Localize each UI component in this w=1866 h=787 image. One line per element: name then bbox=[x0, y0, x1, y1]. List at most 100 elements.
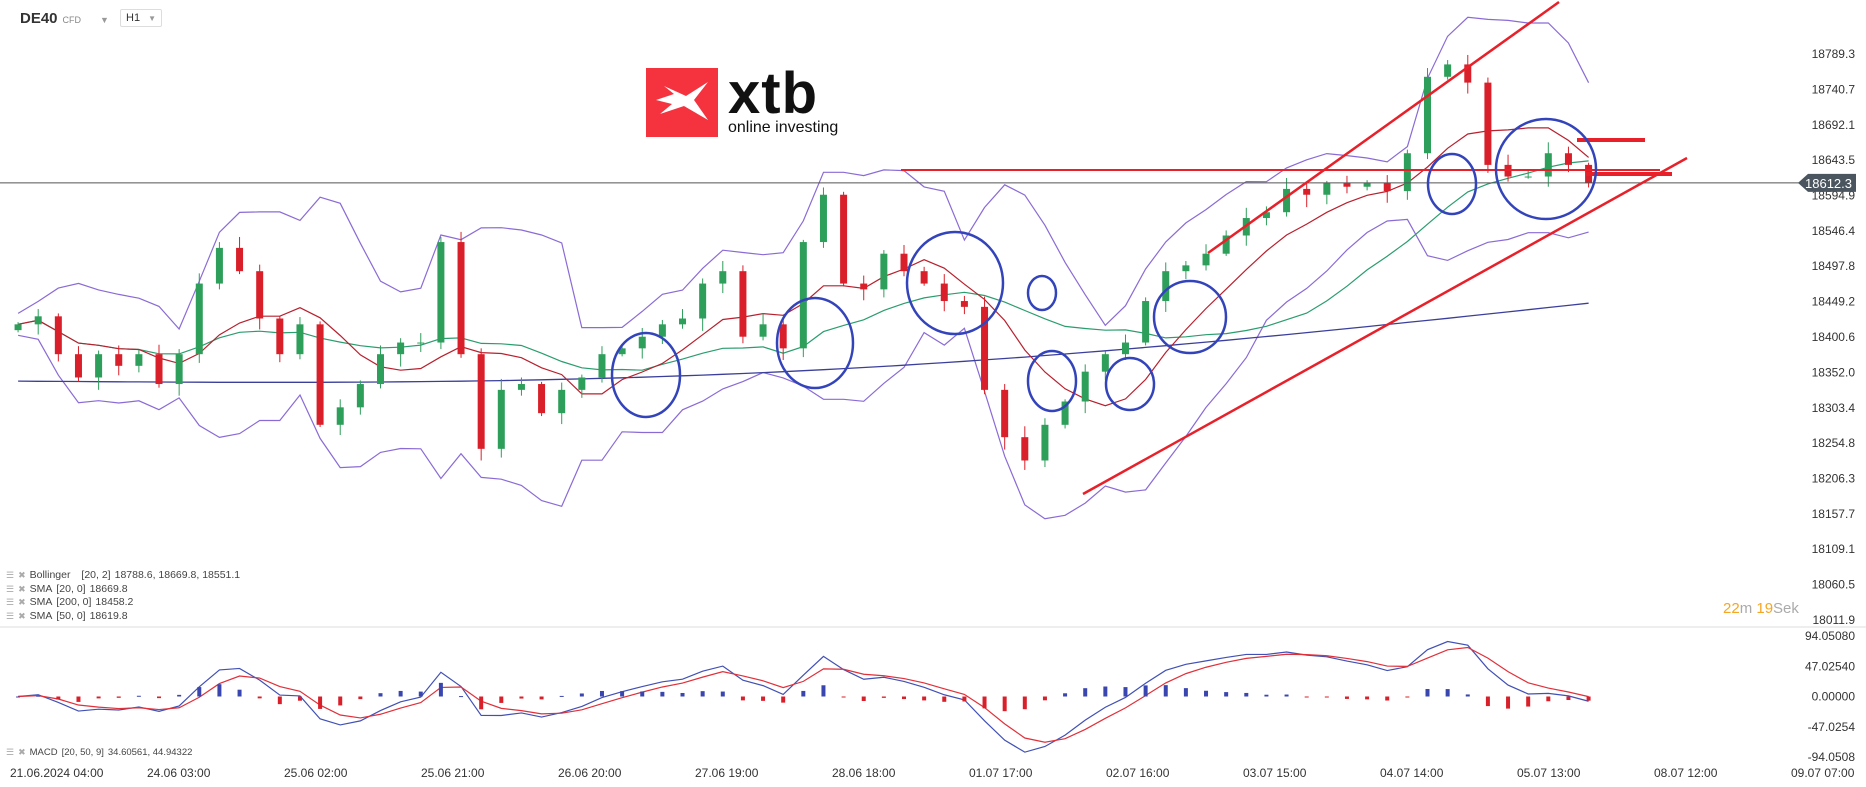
candle-up bbox=[719, 271, 727, 284]
candle-down bbox=[54, 316, 62, 355]
time-axis-label: 27.06 19:00 bbox=[695, 766, 759, 780]
legend-sma20: ☰ ✖ SMA [20, 0] 18669.8 bbox=[6, 583, 240, 597]
candle-up bbox=[1222, 235, 1230, 254]
macd-histogram-bar bbox=[1022, 696, 1027, 710]
candle-up bbox=[296, 324, 304, 355]
macd-histogram-bar bbox=[881, 696, 886, 698]
settings-icon[interactable]: ☰ bbox=[6, 747, 15, 757]
candle-up bbox=[356, 384, 364, 408]
price-axis-label: 18740.7 bbox=[1812, 82, 1856, 96]
macd-histogram-bar bbox=[438, 682, 443, 697]
price-axis-label: 18206.3 bbox=[1812, 471, 1856, 485]
candle-up bbox=[1182, 265, 1190, 272]
candle-up bbox=[195, 283, 203, 355]
symbol-selector[interactable]: DE40 CFD ▼ bbox=[20, 10, 109, 27]
macd-histogram-bar bbox=[257, 696, 262, 699]
candle-up bbox=[598, 354, 606, 378]
macd-histogram-bar bbox=[599, 690, 604, 697]
macd-histogram-bar bbox=[56, 696, 61, 700]
candle-down bbox=[1383, 183, 1391, 192]
timer-minutes: 22 bbox=[1723, 600, 1740, 617]
price-axis-label: 18449.2 bbox=[1812, 295, 1856, 309]
candle-countdown: 22m 19Sek bbox=[1723, 600, 1799, 617]
close-icon[interactable]: ✖ bbox=[18, 583, 26, 594]
candle-down bbox=[840, 194, 848, 284]
settings-icon[interactable]: ☰ bbox=[6, 570, 15, 580]
candle-up bbox=[1101, 354, 1109, 372]
settings-icon[interactable]: ☰ bbox=[6, 583, 15, 594]
price-axis-label: 18400.6 bbox=[1812, 330, 1856, 344]
candle-up bbox=[1081, 371, 1089, 402]
candle-up bbox=[1262, 212, 1270, 219]
macd-histogram-bar bbox=[358, 696, 363, 700]
macd-histogram-bar bbox=[36, 695, 41, 697]
macd-histogram-bar bbox=[942, 696, 947, 702]
close-icon[interactable]: ✖ bbox=[18, 570, 26, 580]
price-axis-label: 18254.8 bbox=[1812, 436, 1856, 450]
macd-histogram-bar bbox=[318, 696, 323, 709]
candle-up bbox=[175, 354, 183, 385]
price-axis-label: 18546.4 bbox=[1812, 224, 1856, 238]
highlight-circle bbox=[610, 331, 682, 419]
settings-icon[interactable]: ☰ bbox=[6, 610, 15, 621]
timer-seconds-unit: Sek bbox=[1773, 600, 1799, 617]
candle-down bbox=[316, 324, 324, 425]
macd-histogram-bar bbox=[116, 696, 121, 698]
timeframe-dropdown[interactable]: H1 ▼ bbox=[120, 9, 162, 27]
macd-histogram-bar bbox=[841, 696, 846, 698]
candle-up bbox=[558, 389, 566, 414]
candle-up bbox=[819, 194, 827, 243]
time-axis-label: 01.07 17:00 bbox=[969, 766, 1033, 780]
macd-histogram-bar bbox=[579, 693, 584, 697]
macd-histogram-bar bbox=[700, 691, 705, 697]
macd-histogram-bar bbox=[740, 696, 745, 701]
candle-down bbox=[940, 283, 948, 302]
macd-histogram-bar bbox=[157, 696, 162, 699]
candle-up bbox=[1061, 401, 1069, 425]
macd-axis-label: 0.00000 bbox=[1812, 690, 1856, 704]
candle-up bbox=[1323, 183, 1331, 195]
macd-histogram-bar bbox=[177, 694, 182, 697]
candle-down bbox=[1564, 153, 1572, 165]
macd-histogram-bar bbox=[197, 687, 202, 697]
chevron-down-icon: ▼ bbox=[148, 13, 156, 23]
candle-up bbox=[1283, 188, 1291, 213]
candle-down bbox=[960, 301, 968, 307]
close-icon[interactable]: ✖ bbox=[18, 610, 26, 621]
macd-histogram-bar bbox=[459, 696, 464, 698]
candle-up bbox=[759, 324, 767, 337]
logo-brand: xtb bbox=[728, 60, 818, 126]
macd-histogram-bar bbox=[1063, 693, 1068, 697]
candle-down bbox=[860, 283, 868, 290]
macd-histogram-bar bbox=[539, 696, 544, 700]
close-icon[interactable]: ✖ bbox=[18, 597, 26, 607]
chevron-down-icon[interactable]: ▼ bbox=[100, 15, 109, 25]
legend-values: 18619.8 bbox=[89, 609, 128, 622]
time-axis-label: 05.07 13:00 bbox=[1517, 766, 1581, 780]
instrument-type: CFD bbox=[62, 15, 82, 25]
support-trendline bbox=[1082, 156, 1688, 496]
close-icon[interactable]: ✖ bbox=[18, 747, 26, 757]
sma200-line bbox=[18, 302, 1589, 383]
time-axis-label: 02.07 16:00 bbox=[1106, 766, 1170, 780]
candle-up bbox=[14, 324, 22, 331]
xtb-logo: xtb online investing bbox=[646, 60, 839, 137]
macd-histogram-bar bbox=[1566, 696, 1571, 701]
candle-up bbox=[1363, 183, 1371, 187]
price-axis-label: 18109.1 bbox=[1812, 542, 1856, 556]
candle-down bbox=[1484, 82, 1492, 165]
price-axis-label: 18692.1 bbox=[1812, 118, 1856, 132]
macd-histogram-bar bbox=[1224, 692, 1229, 697]
upper-channel-trendline bbox=[1207, 0, 1560, 255]
macd-histogram-bar bbox=[861, 696, 866, 701]
macd-histogram-bar bbox=[821, 685, 826, 697]
candle-up bbox=[1142, 301, 1150, 343]
settings-icon[interactable]: ☰ bbox=[6, 597, 15, 607]
price-axis-label: 18060.5 bbox=[1812, 578, 1856, 592]
macd-line bbox=[18, 640, 1589, 753]
time-axis-label: 03.07 15:00 bbox=[1243, 766, 1307, 780]
highlight-circle bbox=[905, 230, 1005, 336]
macd-histogram-bar bbox=[1042, 696, 1047, 701]
candle-up bbox=[679, 318, 687, 325]
